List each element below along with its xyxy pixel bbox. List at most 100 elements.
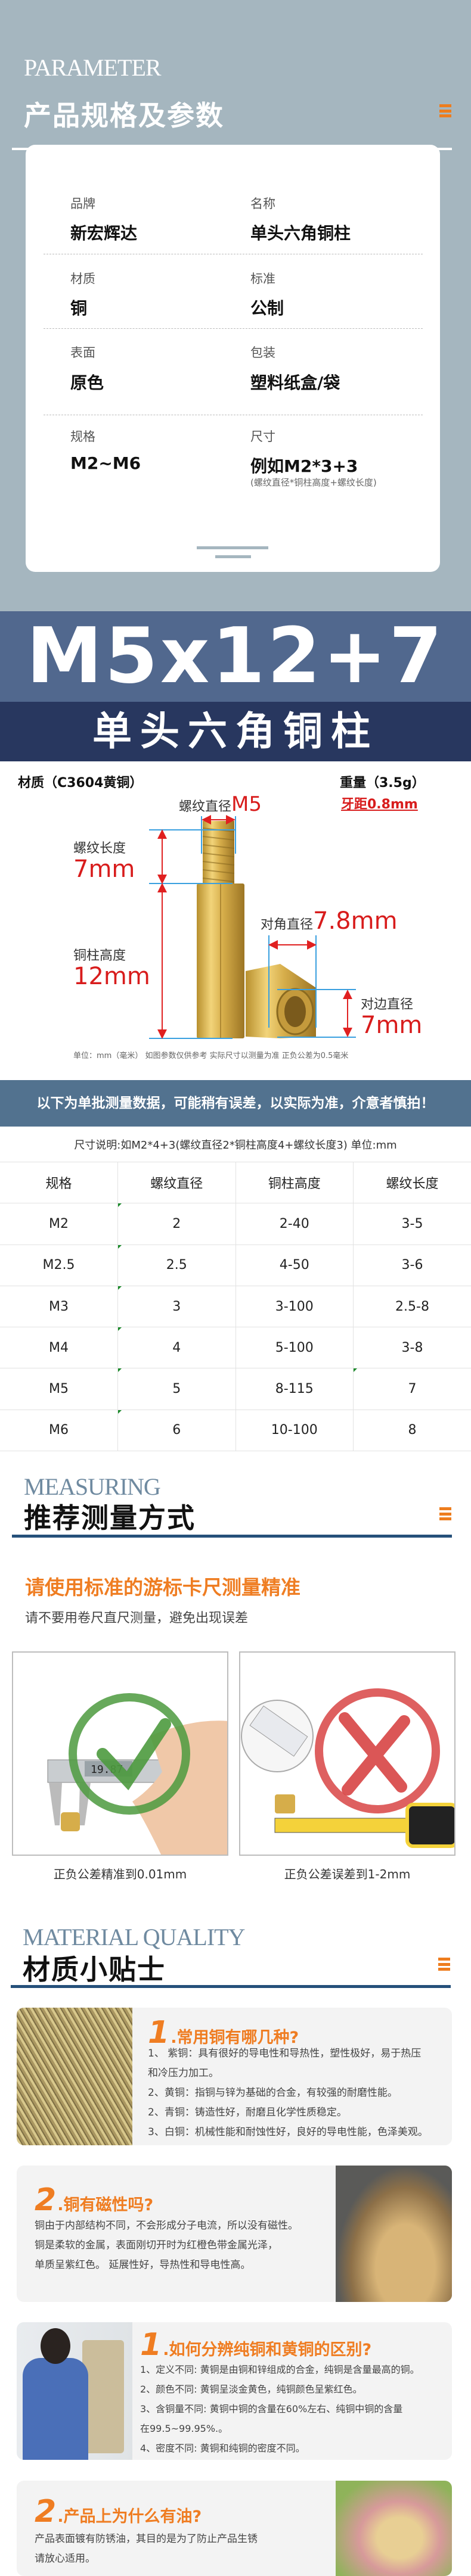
spec-value: 例如M2*3+3 [250, 453, 358, 477]
cell-text: 8 [408, 1423, 417, 1438]
section-title: 材质小贴士 [23, 1948, 166, 1987]
tip-body: 1、 紫铜：具有很好的导电性和导热性，塑性极好，易于热压 和冷压力加工。 2、黄… [148, 2044, 428, 2142]
cell-marker-icon [118, 1286, 122, 1290]
decor-bar [197, 546, 268, 549]
spec-card: 品牌 新宏辉达 名称 单头六角铜柱 材质 铜 标准 公制 表面 原色 包装 塑料… [26, 145, 440, 572]
thread-diameter-label: 螺纹直径 [179, 799, 231, 814]
cell-text: 2.5-8 [395, 1299, 429, 1314]
decor-bar [215, 555, 251, 558]
cell-text: 5 [172, 1382, 181, 1396]
table-cell: 3 [118, 1286, 236, 1327]
thread-length-value: 7mm [73, 855, 135, 883]
cell-text: 10-100 [271, 1423, 318, 1438]
hamburger-icon [439, 1507, 451, 1520]
spec-value: 铜 [70, 295, 87, 319]
spec-value: M2~M6 [70, 453, 141, 473]
tip-heading: 1.如何分辨纯铜和黄铜的区别? [140, 2327, 371, 2363]
table-header-row: 规格螺纹直径铜柱高度螺纹长度 [0, 1162, 471, 1203]
cell-text: 4 [172, 1340, 181, 1355]
spec-label: 尺寸 [250, 427, 275, 445]
table-cell: 4-50 [235, 1245, 354, 1286]
spec-value: 塑料纸盒/袋 [250, 370, 340, 394]
title-rule [12, 1535, 452, 1538]
thread-diameter-value: M5 [231, 792, 262, 816]
table-row: M2.5 2.5 4-50 3-6 [0, 1245, 471, 1286]
dimension-diagram: 材质（C3604黄铜） 重量（3.5g） 牙距0.8mm [0, 761, 471, 1071]
section-eyebrow: PARAMETER [24, 54, 161, 82]
cell-text: 3-8 [402, 1340, 423, 1355]
hex-nut [246, 964, 316, 1038]
cell-text: M4 [49, 1340, 69, 1355]
tip-card: 1.如何分辨纯铜和黄铜的区别? 1、定义不同: 黄铜是由铜和锌组成的合金，纯铜是… [17, 2322, 452, 2460]
table-cell: M2.5 [0, 1245, 118, 1286]
section-title: 产品规格及参数 [24, 94, 224, 133]
cell-text: 3-6 [402, 1258, 423, 1273]
corner-diameter-label: 对角直径 [261, 917, 313, 932]
table-row: M2 2 2-40 3-5 [0, 1203, 471, 1245]
brass-part [275, 1794, 295, 1813]
cell-marker-icon [118, 1203, 122, 1207]
spec-label: 包装 [250, 343, 275, 361]
spec-label: 材质 [70, 269, 95, 287]
lab-technician-image [17, 2322, 132, 2460]
cell-text: 6 [172, 1423, 181, 1438]
model-banner: M5x12+7 [0, 611, 471, 702]
spec-value: 公制 [250, 295, 284, 319]
column-header: 螺纹长度 [354, 1162, 471, 1203]
cell-text: M3 [49, 1299, 69, 1314]
tip-body: 铜由于内部结构不同，不会形成分子电流，所以没有磁性。 铜是柔软的金属，表面刚切开… [35, 2216, 298, 2275]
cell-text: 7 [408, 1382, 417, 1396]
measuring-subtitle: 请不要用卷尺直尺测量，避免出现误差 [25, 1607, 248, 1626]
cell-marker-icon [118, 1410, 122, 1414]
size-caption: 尺寸说明:如M2*4+3(螺纹直径2*铜柱高度4+螺纹长度3) 单位:mm [0, 1137, 471, 1152]
table-cell: 3-5 [354, 1203, 471, 1245]
measurement-notice: 以下为单批测量数据，可能稍有误差，以实际为准，介意者慎拍！ [0, 1080, 471, 1127]
caliper-example-image: 19.87 [12, 1651, 228, 1856]
column-header: 铜柱高度 [235, 1162, 354, 1203]
cell-text: M6 [49, 1423, 69, 1438]
corner-diameter-callout: 对角直径7.8mm [261, 907, 398, 935]
tip-body: 1、定义不同: 黄铜是由铜和锌组成的合金，纯铜是含量最高的铜。 2、颜色不同: … [140, 2360, 420, 2458]
brass-parts-bowls-image [336, 2166, 452, 2302]
table-cell: 4 [118, 1327, 236, 1368]
table-cell: 3-6 [354, 1245, 471, 1286]
table-cell: M3 [0, 1286, 118, 1327]
cell-text: 2-40 [280, 1217, 309, 1231]
cell-text: 3 [172, 1299, 181, 1314]
table-row: M6 6 10-100 8 [0, 1410, 471, 1451]
spec-label: 名称 [250, 194, 275, 212]
table-cell: 10-100 [235, 1410, 354, 1451]
table-cell: M6 [0, 1410, 118, 1451]
table-cell: 2-40 [235, 1203, 354, 1245]
table-cell: 7 [354, 1368, 471, 1410]
tip-heading: 2.铜有磁性吗? [35, 2182, 153, 2218]
table-cell: M5 [0, 1368, 118, 1410]
section-title: 推荐测量方式 [24, 1497, 196, 1536]
spec-label: 品牌 [70, 194, 95, 212]
table-cell: M4 [0, 1327, 118, 1368]
section-eyebrow: MATERIAL QUALITY [23, 1923, 244, 1951]
spec-value: 原色 [70, 370, 104, 394]
tip-card: 1.常用铜有哪几种? 1、 紫铜：具有很好的导电性和导热性，塑性极好，易于热压 … [17, 2008, 452, 2145]
table-cell: M2 [0, 1203, 118, 1245]
table-cell: 2.5-8 [354, 1286, 471, 1327]
spec-label: 表面 [70, 343, 95, 361]
divider [44, 328, 423, 329]
table-cell: 2 [118, 1203, 236, 1245]
cell-marker-icon [118, 1245, 122, 1249]
brass-rods-image [17, 2008, 132, 2145]
x-mark-icon [345, 1718, 404, 1790]
tape-blade [275, 1818, 412, 1833]
table-cell: 5 [118, 1368, 236, 1410]
hamburger-icon [439, 104, 451, 117]
tip-heading: 2.产品上为什么有油? [35, 2494, 202, 2530]
cell-text: 2 [172, 1217, 181, 1231]
measuring-headline: 请使用标准的游标卡尺测量精准 [25, 1572, 300, 1600]
flat-diameter-value: 7mm [361, 1012, 422, 1039]
table-cell: 5-100 [235, 1327, 354, 1368]
cell-text: 2.5 [166, 1258, 187, 1273]
tip-card: 2.铜有磁性吗? 铜由于内部结构不同，不会形成分子电流，所以没有磁性。 铜是柔软… [17, 2166, 452, 2302]
